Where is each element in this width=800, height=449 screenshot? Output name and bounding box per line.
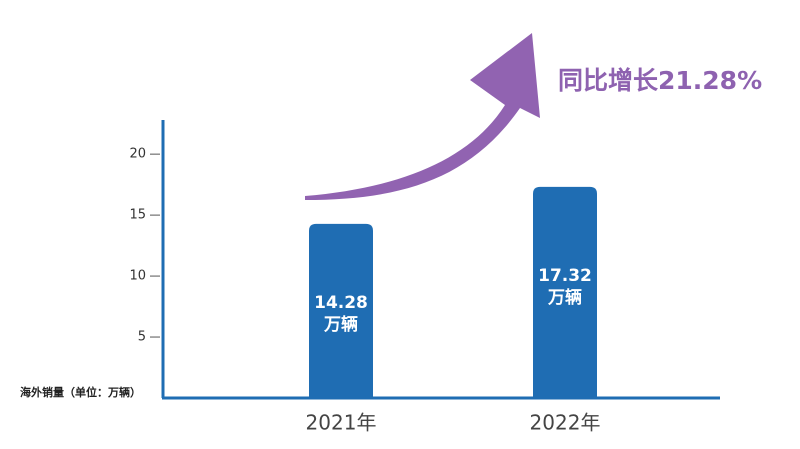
value-label: 17.32 万辆 (538, 265, 592, 308)
y-axis-label: 海外销量（单位：万辆） (20, 385, 141, 399)
y-tick-label: 20 (129, 147, 146, 162)
y-tick-label: 10 (129, 269, 146, 284)
bar (533, 186, 597, 398)
y-tick-label: 15 (129, 208, 146, 223)
y-tick-label: 5 (138, 330, 146, 345)
x-tick-label: 2021年 (306, 411, 377, 435)
x-tick-label: 2022年 (530, 411, 601, 435)
growth-arrow (305, 33, 540, 200)
value-label: 14.28 万辆 (314, 292, 368, 335)
annotation: 同比增长21.28% (558, 66, 762, 95)
bar (309, 223, 373, 398)
